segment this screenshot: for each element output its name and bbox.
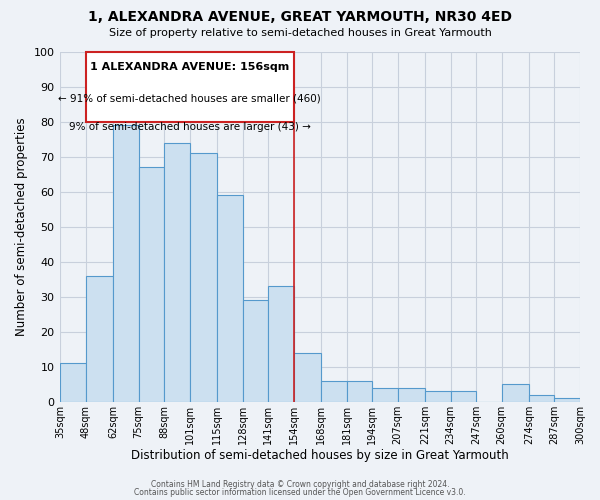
- Bar: [451, 392, 476, 402]
- FancyBboxPatch shape: [86, 52, 293, 122]
- Bar: [242, 300, 268, 402]
- Bar: [139, 167, 164, 402]
- Bar: [190, 153, 217, 402]
- Bar: [502, 384, 529, 402]
- Text: Contains HM Land Registry data © Crown copyright and database right 2024.: Contains HM Land Registry data © Crown c…: [151, 480, 449, 489]
- Bar: [554, 398, 580, 402]
- Bar: [321, 381, 347, 402]
- Bar: [60, 364, 86, 402]
- Bar: [217, 195, 242, 402]
- X-axis label: Distribution of semi-detached houses by size in Great Yarmouth: Distribution of semi-detached houses by …: [131, 450, 509, 462]
- Y-axis label: Number of semi-detached properties: Number of semi-detached properties: [15, 118, 28, 336]
- Text: Contains public sector information licensed under the Open Government Licence v3: Contains public sector information licen…: [134, 488, 466, 497]
- Text: Size of property relative to semi-detached houses in Great Yarmouth: Size of property relative to semi-detach…: [109, 28, 491, 38]
- Bar: [293, 353, 321, 402]
- Bar: [425, 392, 451, 402]
- Bar: [164, 142, 190, 402]
- Text: 9% of semi-detached houses are larger (43) →: 9% of semi-detached houses are larger (4…: [68, 122, 311, 132]
- Bar: [113, 125, 139, 402]
- Bar: [86, 276, 113, 402]
- Bar: [398, 388, 425, 402]
- Bar: [372, 388, 398, 402]
- Bar: [268, 286, 293, 402]
- Text: 1, ALEXANDRA AVENUE, GREAT YARMOUTH, NR30 4ED: 1, ALEXANDRA AVENUE, GREAT YARMOUTH, NR3…: [88, 10, 512, 24]
- Bar: [529, 395, 554, 402]
- Text: 1 ALEXANDRA AVENUE: 156sqm: 1 ALEXANDRA AVENUE: 156sqm: [90, 62, 289, 72]
- Text: ← 91% of semi-detached houses are smaller (460): ← 91% of semi-detached houses are smalle…: [58, 94, 321, 104]
- Bar: [347, 381, 372, 402]
